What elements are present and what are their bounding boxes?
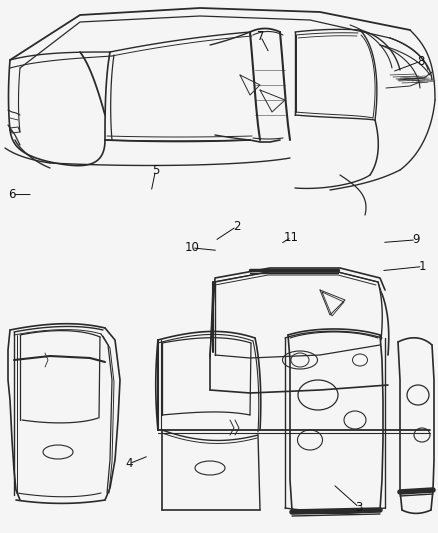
Text: 4: 4 [125,457,133,470]
Text: 8: 8 [417,55,424,68]
Text: 2: 2 [233,220,240,233]
Text: 7: 7 [257,30,265,43]
Text: 11: 11 [284,231,299,244]
Text: 1: 1 [419,260,427,273]
Text: 9: 9 [412,233,420,246]
Text: 6: 6 [8,188,16,201]
Text: 3: 3 [356,501,363,514]
Text: 5: 5 [152,164,159,177]
Text: 10: 10 [184,241,199,254]
